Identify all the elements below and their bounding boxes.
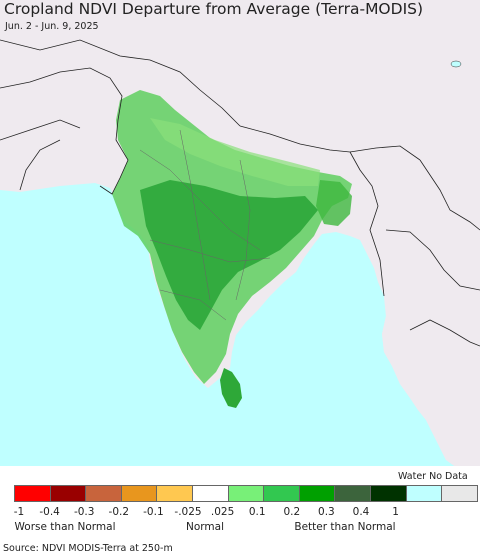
legend-colorbar xyxy=(14,485,478,502)
legend-tick-label: 0.3 xyxy=(318,506,335,518)
source-note: Source: NDVI MODIS-Terra at 250-m xyxy=(0,540,480,558)
legend-swatch xyxy=(228,486,265,501)
legend-swatch xyxy=(299,486,336,501)
date-range: Jun. 2 - Jun. 9, 2025 xyxy=(5,21,99,32)
bangladesh xyxy=(316,180,352,226)
legend xyxy=(0,466,480,540)
legend-tick-label: 1 xyxy=(392,506,399,518)
legend-swatch xyxy=(50,486,87,501)
legend-swatch xyxy=(192,486,229,501)
map-title: Cropland NDVI Departure from Average (Te… xyxy=(4,0,424,18)
legend-swatch xyxy=(442,486,477,501)
legend-swatch xyxy=(406,486,443,501)
ocean xyxy=(0,183,480,478)
sri-lanka xyxy=(220,368,242,408)
legend-swatch xyxy=(121,486,158,501)
india-cropland-dense xyxy=(140,180,318,330)
legend-tick-label: -1 xyxy=(13,506,25,518)
legend-tick-label: -0.3 xyxy=(73,506,95,518)
legend-tick-label: 0.2 xyxy=(283,506,301,518)
legend-swatch xyxy=(15,486,51,501)
legend-swatch xyxy=(370,486,407,501)
myanmar-coast xyxy=(382,296,480,470)
ganges-plain xyxy=(150,118,320,186)
legend-tick-label: -0.2 xyxy=(108,506,130,518)
legend-tick-label: -0.4 xyxy=(39,506,60,518)
legend-swatch xyxy=(157,486,193,501)
legend-tick-label: -.025 xyxy=(174,506,202,518)
state-borders xyxy=(139,129,271,321)
map xyxy=(0,0,480,478)
borders xyxy=(0,39,480,347)
legend-category-label: Worse than Normal xyxy=(14,521,116,533)
legend-tick-label: 0.4 xyxy=(352,506,370,518)
legend-category-label: Better than Normal xyxy=(294,521,396,533)
legend-category-label: Normal xyxy=(186,521,224,533)
legend-tick-label: 0.1 xyxy=(248,506,266,518)
legend-tick-label: -0.1 xyxy=(143,506,164,518)
map-canvas xyxy=(0,0,480,478)
legend-water-nodata-label: Water No Data xyxy=(398,471,468,482)
legend-swatch xyxy=(335,486,371,501)
legend-tick-label: .025 xyxy=(210,506,235,518)
lake-feature xyxy=(450,60,462,68)
legend-swatch xyxy=(264,486,300,501)
legend-swatch xyxy=(86,486,122,501)
